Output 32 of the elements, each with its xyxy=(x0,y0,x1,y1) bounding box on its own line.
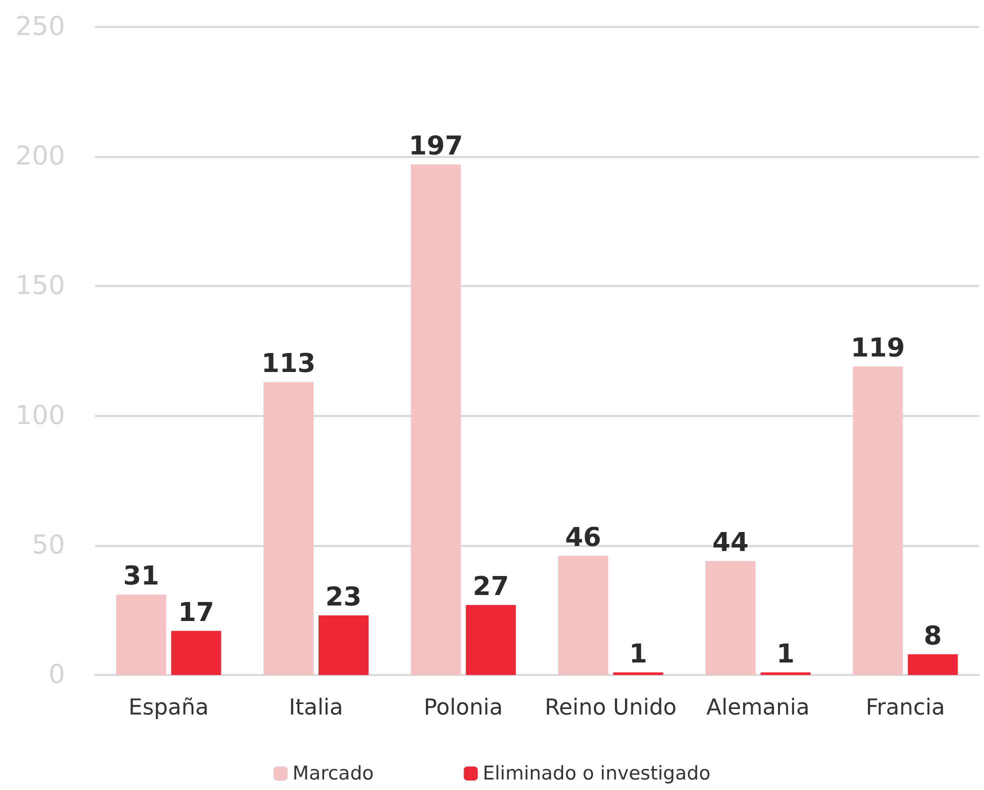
bar xyxy=(264,382,314,675)
bar xyxy=(852,366,903,675)
bar xyxy=(116,594,166,675)
data-label: 119 xyxy=(850,334,905,364)
data-label: 46 xyxy=(565,522,602,553)
x-tick-label: Francia xyxy=(866,696,945,720)
data-label: 17 xyxy=(178,598,214,628)
data-label: 1 xyxy=(776,639,795,670)
x-tick-label: España xyxy=(128,696,209,720)
legend-label: Eliminado o investigado xyxy=(482,762,710,784)
legend-label: Marcado xyxy=(292,762,374,784)
bar xyxy=(466,605,516,675)
x-tick-label: Reino Unido xyxy=(544,696,677,720)
bar xyxy=(318,615,368,675)
bar xyxy=(760,672,810,675)
bar xyxy=(558,556,608,675)
bar xyxy=(908,654,958,675)
bar xyxy=(613,672,664,675)
x-tick-label: Alemania xyxy=(706,696,810,720)
data-label: 1 xyxy=(629,639,648,670)
data-label: 113 xyxy=(261,349,316,380)
data-label: 44 xyxy=(712,528,749,558)
data-label: 8 xyxy=(924,621,942,652)
data-label: 31 xyxy=(123,562,160,592)
bar xyxy=(706,560,756,675)
data-label: 27 xyxy=(472,572,509,602)
bar xyxy=(171,630,222,675)
data-label: 197 xyxy=(408,131,463,162)
data-label: 23 xyxy=(325,582,362,612)
x-tick-label: Italia xyxy=(288,696,344,720)
x-tick-label: Polonia xyxy=(424,696,503,720)
bar xyxy=(410,164,461,675)
